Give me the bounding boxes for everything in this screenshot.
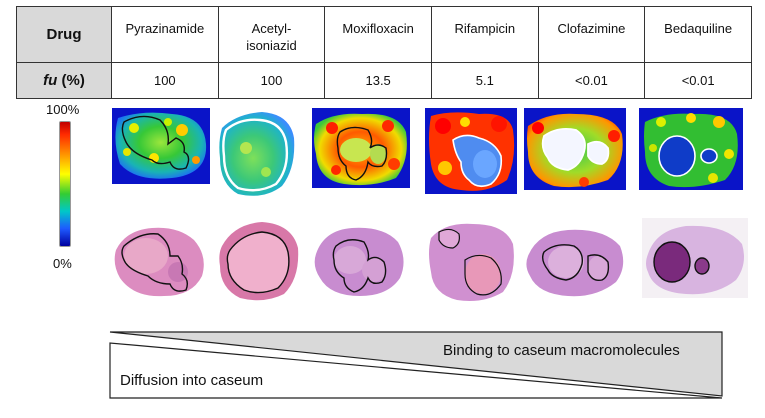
fu-value-cell: <0.01 bbox=[644, 62, 752, 99]
drug-name-cell: Pyrazinamide bbox=[111, 6, 219, 63]
diffusion-wedge bbox=[109, 342, 723, 399]
histology-image-pyrazinamide bbox=[112, 220, 210, 300]
drug-name-cell: Bedaquiline bbox=[644, 6, 752, 63]
maldi-image-bedaquiline bbox=[639, 108, 743, 190]
fu-value-cell: <0.01 bbox=[537, 62, 646, 99]
maldi-image-clofazimine bbox=[524, 108, 626, 190]
histology-image-bedaquiline bbox=[642, 218, 748, 298]
maldi-image-acetylisoniazid bbox=[216, 108, 296, 200]
diffusion-label: Diffusion into caseum bbox=[120, 372, 264, 389]
maldi-image-pyrazinamide bbox=[112, 108, 210, 184]
histology-image-rifampicin bbox=[425, 218, 517, 304]
maldi-image-rifampicin bbox=[425, 108, 517, 194]
color-scale-bar bbox=[59, 121, 71, 247]
scale-max-label: 100% bbox=[46, 102, 80, 117]
table-row-fu: fu (%) 100 100 13.5 5.1 <0.01 <0.01 bbox=[16, 62, 752, 99]
fu-value-cell: 100 bbox=[111, 62, 219, 99]
histology-image-clofazimine bbox=[524, 222, 628, 300]
drug-table: Drug Pyrazinamide Acetyl-isoniazid Moxif… bbox=[16, 6, 752, 99]
drug-name-cell: Rifampicin bbox=[430, 6, 539, 63]
header-drug: Drug bbox=[16, 6, 112, 63]
drug-name-cell: Acetyl-isoniazid bbox=[217, 6, 326, 63]
drug-name-cell: Moxifloxacin bbox=[324, 6, 432, 63]
fu-value-cell: 5.1 bbox=[430, 62, 539, 99]
fu-value-cell: 100 bbox=[217, 62, 326, 99]
binding-wedge bbox=[109, 331, 723, 397]
binding-label: Binding to caseum macromolecules bbox=[443, 342, 680, 359]
histology-image-moxifloxacin bbox=[312, 220, 408, 300]
maldi-image-moxifloxacin bbox=[312, 108, 410, 188]
drug-name-cell: Clofazimine bbox=[537, 6, 646, 63]
table-row-drug: Drug Pyrazinamide Acetyl-isoniazid Moxif… bbox=[16, 6, 752, 63]
fu-value-cell: 13.5 bbox=[324, 62, 432, 99]
header-fu: fu (%) bbox=[16, 62, 112, 99]
scale-min-label: 0% bbox=[53, 256, 72, 271]
histology-image-acetylisoniazid bbox=[216, 218, 300, 304]
